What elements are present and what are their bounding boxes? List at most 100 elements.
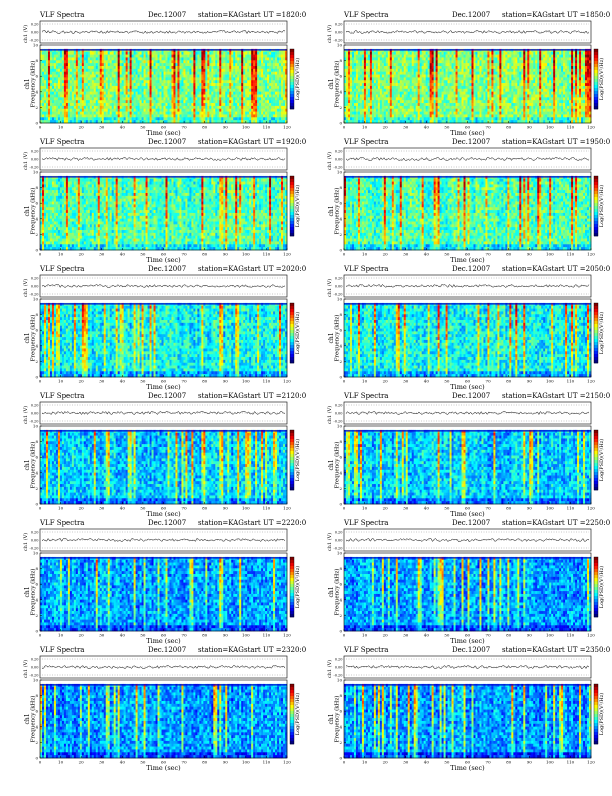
spectrogram-cell bbox=[209, 52, 211, 55]
spectrogram-cell bbox=[205, 60, 207, 63]
spectrogram-cell bbox=[221, 55, 223, 58]
spectrogram-cell bbox=[66, 60, 68, 63]
spectrogram-cell bbox=[199, 57, 201, 60]
spectrogram-cell bbox=[66, 63, 68, 66]
spectrogram-cell bbox=[227, 63, 229, 66]
spectrogram-cell bbox=[191, 52, 193, 55]
spectrogram-cell bbox=[223, 55, 225, 58]
spectrogram-cell bbox=[160, 52, 162, 55]
spectrogram-cell bbox=[175, 63, 177, 66]
spectrogram-cell bbox=[104, 63, 106, 66]
spectrogram-cell bbox=[130, 60, 132, 63]
spectrogram-cell bbox=[267, 52, 269, 55]
spectrogram-cell bbox=[154, 57, 156, 60]
spectrogram-cell bbox=[277, 52, 279, 55]
spectrogram-cell bbox=[42, 55, 44, 58]
spectrogram-cell bbox=[239, 66, 241, 69]
spectrogram-cell bbox=[195, 52, 197, 55]
spectrogram-cell bbox=[90, 57, 92, 60]
spectrogram-cell bbox=[259, 52, 261, 55]
spectrogram-cell bbox=[154, 60, 156, 63]
spectrogram-cell bbox=[237, 57, 239, 60]
spectrogram-cell bbox=[217, 52, 219, 55]
spectrogram-cell bbox=[140, 66, 142, 69]
spectrogram-cell bbox=[241, 57, 243, 60]
spectrogram-cell bbox=[48, 63, 50, 66]
spectrogram-cell bbox=[237, 52, 239, 55]
spectrogram-cell bbox=[118, 52, 120, 55]
spectrogram-cell bbox=[171, 60, 173, 63]
spectrogram-cell bbox=[245, 60, 247, 63]
spectrogram-cell bbox=[197, 60, 199, 63]
spectrogram-cell bbox=[84, 52, 86, 55]
spectrogram-cell bbox=[134, 57, 136, 60]
spectrogram-cell bbox=[255, 55, 257, 58]
spectrogram-cell bbox=[130, 57, 132, 60]
spectrogram-cell bbox=[74, 52, 76, 55]
spectrogram-cell bbox=[217, 55, 219, 58]
spectrogram-cell bbox=[185, 60, 187, 63]
spectrogram-cell bbox=[54, 66, 56, 69]
spectrogram-cell bbox=[259, 60, 261, 63]
spectrogram-cell bbox=[203, 57, 205, 60]
spectrogram-cell bbox=[76, 55, 78, 58]
spectrogram-cell bbox=[154, 66, 156, 69]
spectrogram-cell bbox=[201, 52, 203, 55]
spectrogram-cell bbox=[56, 66, 58, 69]
spectrogram-cell bbox=[215, 52, 217, 55]
spectrogram-cell bbox=[249, 55, 251, 58]
spectrogram-cell bbox=[54, 57, 56, 60]
spectrogram-cell bbox=[118, 60, 120, 63]
spectrogram-cell bbox=[138, 52, 140, 55]
spectrogram-cell bbox=[48, 52, 50, 55]
spectrogram-cell bbox=[162, 52, 164, 55]
spectrogram-cell bbox=[243, 63, 245, 66]
spectrogram-cell bbox=[70, 66, 72, 69]
spectrogram-cell bbox=[215, 66, 217, 69]
spectrogram-cell bbox=[52, 55, 54, 58]
spectrogram-cell bbox=[269, 52, 271, 55]
spectrogram-cell bbox=[249, 66, 251, 69]
spectrogram-cell bbox=[108, 66, 110, 69]
spectrogram-cell bbox=[82, 60, 84, 63]
spectrogram-cell bbox=[86, 55, 88, 58]
spectrogram-cell bbox=[60, 66, 62, 69]
spectrogram-cell bbox=[96, 55, 98, 58]
spectrogram-cell bbox=[152, 63, 154, 66]
spectrogram-cell bbox=[56, 52, 58, 55]
spectrogram-cell bbox=[130, 63, 132, 66]
spectrogram-cell bbox=[102, 55, 104, 58]
spectrogram-cell bbox=[64, 66, 66, 69]
spectrogram-cell bbox=[181, 55, 183, 58]
spectrogram-cell bbox=[58, 66, 60, 69]
spectrogram-cell bbox=[64, 55, 66, 58]
spectrogram-cell bbox=[86, 60, 88, 63]
spectrogram-cell bbox=[231, 60, 233, 63]
spectrogram-cell bbox=[215, 60, 217, 63]
spectrogram-cell bbox=[92, 63, 94, 66]
spectrogram-cell bbox=[130, 55, 132, 58]
spectrogram-cell bbox=[86, 57, 88, 60]
spectrogram-cell bbox=[104, 52, 106, 55]
spectrogram-cell bbox=[281, 60, 283, 63]
spectrogram-cell bbox=[169, 60, 171, 63]
spectrogram-cell bbox=[158, 66, 160, 69]
spectrogram-cell bbox=[138, 60, 140, 63]
spectrogram-cell bbox=[44, 57, 46, 60]
spectrogram-cell bbox=[46, 52, 48, 55]
spectrogram-cell bbox=[223, 57, 225, 60]
spectrogram-cell bbox=[253, 55, 255, 58]
spectrogram-cell bbox=[211, 63, 213, 66]
spectrogram-cell bbox=[162, 66, 164, 69]
spectrogram-cell bbox=[259, 57, 261, 60]
spectrogram-cell bbox=[160, 66, 162, 69]
spectrogram-cell bbox=[187, 57, 189, 60]
spectrogram-cell bbox=[181, 52, 183, 55]
spectrogram-cell bbox=[94, 52, 96, 55]
spectrogram-cell bbox=[156, 66, 158, 69]
spectrogram-cell bbox=[68, 55, 70, 58]
spectrogram-cell bbox=[114, 60, 116, 63]
spectrogram-cell bbox=[86, 66, 88, 69]
spectrogram-cell bbox=[164, 63, 166, 66]
spectrogram-cell bbox=[142, 55, 144, 58]
